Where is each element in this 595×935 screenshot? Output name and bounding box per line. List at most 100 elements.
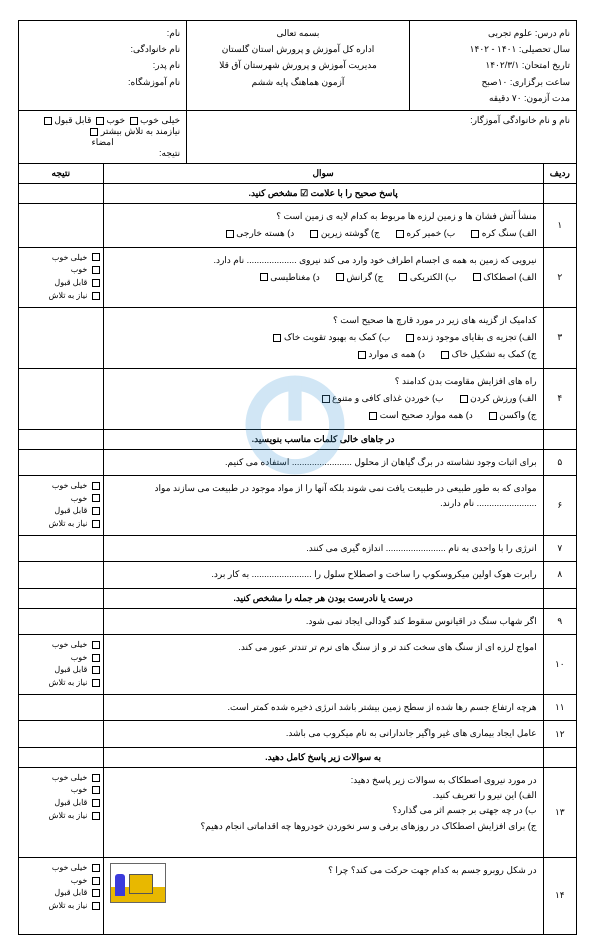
header: نام درس: علوم تجربی سال تحصیلی: ۱۴۰۱ - ۱…	[19, 21, 576, 111]
q-text: نیرویی که زمین به همه ی اجسام اطراف خود …	[110, 253, 537, 268]
checkbox[interactable]	[92, 774, 100, 782]
checkbox[interactable]	[396, 230, 404, 238]
figure-push-box	[110, 863, 166, 903]
q-num: ۵	[543, 450, 576, 475]
checkbox[interactable]	[369, 412, 377, 420]
opt-c: ج) واکسن	[499, 410, 536, 420]
checkbox[interactable]	[489, 412, 497, 420]
checkbox[interactable]	[92, 812, 100, 820]
checkbox[interactable]	[92, 641, 100, 649]
question-row: ۳ کدامیک از گزینه های زیر در مورد قارچ ه…	[19, 308, 576, 369]
opt-b: ب) خمیر کره	[406, 228, 455, 238]
col-num-header: ردیف	[543, 164, 576, 183]
checkbox[interactable]	[273, 334, 281, 342]
g4: نیازمند به تلاش بیشتر	[101, 126, 180, 136]
checkbox[interactable]	[92, 877, 100, 885]
section-4-title: به سوالات زیر پاسخ کامل دهید.	[19, 748, 576, 768]
checkbox[interactable]	[92, 494, 100, 502]
question-row: ۷ انرژی را با واحدی به نام .............…	[19, 536, 576, 562]
opt-d: د) مغناطیسی	[270, 272, 320, 282]
rating-label: قابل قبول	[54, 665, 87, 674]
checkbox[interactable]	[92, 864, 100, 872]
rating-label: قابل قبول	[54, 506, 87, 515]
question-row: ۹ اگر شهاب سنگ در اقیانوس سقوط کند گودال…	[19, 609, 576, 635]
q-text: رابرت هوک اولین میکروسکوپ را ساخت و اصطل…	[103, 562, 543, 587]
checkbox[interactable]	[92, 654, 100, 662]
checkbox[interactable]	[92, 799, 100, 807]
checkbox[interactable]	[336, 273, 344, 281]
question-row: ۶ موادی که به طور طبیعی در طبیعت یافت نم…	[19, 476, 576, 536]
checkbox[interactable]	[92, 889, 100, 897]
rating-label: خوب	[71, 494, 88, 503]
rating-label: قابل قبول	[54, 888, 87, 897]
checkbox[interactable]	[92, 253, 100, 261]
q-num: ۱۱	[543, 695, 576, 720]
checkbox[interactable]	[92, 292, 100, 300]
rating-block: خیلی خوب خوب قابل قبول نیاز به تلاش	[19, 768, 103, 857]
checkbox[interactable]	[92, 279, 100, 287]
checkbox[interactable]	[130, 117, 138, 125]
subheader: نام و نام خانوادگی آموزگار: خیلی خوب خوب…	[19, 111, 576, 164]
checkbox[interactable]	[92, 520, 100, 528]
result-cell: خیلی خوب خوب قابل قبول نیازمند به تلاش ب…	[19, 111, 186, 163]
q-num: ۷	[543, 536, 576, 561]
org-line-2: مدیریت آموزش و پرورش شهرستان آق قلا	[193, 57, 403, 73]
checkbox[interactable]	[44, 117, 52, 125]
checkbox[interactable]	[96, 117, 104, 125]
q-num: ۱	[543, 204, 576, 247]
q-num: ۸	[543, 562, 576, 587]
rating-label: خوب	[71, 265, 88, 274]
school-label: نام آموزشگاه:	[25, 74, 180, 90]
opt-c: ج) کمک به تشکیل خاک	[452, 349, 537, 359]
checkbox[interactable]	[441, 351, 449, 359]
opt-a: الف) ورزش کردن	[470, 393, 536, 403]
checkbox[interactable]	[399, 273, 407, 281]
result-label: نتیجه:	[159, 148, 180, 158]
rating-block: خیلی خوب خوب قابل قبول نیاز به تلاش	[19, 248, 103, 307]
question-row: ۱۲ عامل ایجاد بیماری های غیر واگیر جاندا…	[19, 721, 576, 747]
q-text: انرژی را با واحدی به نام ...............…	[103, 536, 543, 561]
section-1-title: پاسخ صحیح را با علامت ☑ مشخص کنید.	[19, 184, 576, 204]
checkbox[interactable]	[92, 902, 100, 910]
q-text: راه های افزایش مقاومت بدن کدامند ؟	[110, 374, 537, 389]
checkbox[interactable]	[460, 395, 468, 403]
checkbox[interactable]	[92, 266, 100, 274]
checkbox[interactable]	[92, 507, 100, 515]
checkbox[interactable]	[358, 351, 366, 359]
question-row: ۱ منشأ آتش فشان ها و زمین لرزه ها مربوط …	[19, 204, 576, 248]
question-row: ۵ برای اثبات وجود نشاسته در برگ گیاهان ا…	[19, 450, 576, 476]
rating-label: نیاز به تلاش	[49, 678, 88, 687]
checkbox[interactable]	[310, 230, 318, 238]
family-label: نام خانوادگی:	[25, 41, 180, 57]
rating-block: خیلی خوب خوب قابل قبول نیاز به تلاش	[19, 476, 103, 535]
checkbox[interactable]	[471, 230, 479, 238]
checkbox[interactable]	[473, 273, 481, 281]
checkbox[interactable]	[92, 482, 100, 490]
checkbox[interactable]	[90, 128, 98, 136]
rating-label: خیلی خوب	[52, 773, 88, 782]
checkbox[interactable]	[406, 334, 414, 342]
checkbox[interactable]	[322, 395, 330, 403]
checkbox[interactable]	[260, 273, 268, 281]
header-student: نام: نام خانوادگی: نام پدر: نام آموزشگاه…	[19, 21, 186, 110]
question-row: ۱۴ در شکل روبرو جسم به کدام جهت حرکت می …	[19, 858, 576, 934]
section-2-title: در جاهای خالی کلمات مناسب بنویسید.	[19, 430, 576, 450]
rating-label: خوب	[71, 876, 88, 885]
q-text: موادی که به طور طبیعی در طبیعت یافت نمی …	[103, 476, 543, 535]
checkbox[interactable]	[226, 230, 234, 238]
exam-page: نام درس: علوم تجربی سال تحصیلی: ۱۴۰۱ - ۱…	[18, 20, 577, 935]
q-num: ۱۴	[543, 858, 576, 934]
q-sub-b: ب) در چه جهتی بر جسم اثر می گذارد؟	[110, 803, 537, 818]
opt-d: د) همه موارد صحیح است	[380, 410, 473, 420]
rating-label: خیلی خوب	[52, 253, 88, 262]
checkbox[interactable]	[92, 666, 100, 674]
opt-b: ب) خوردن غذای کافی و متنوع	[332, 393, 444, 403]
subject-value: علوم تجربی	[488, 28, 532, 38]
q-num: ۱۰	[543, 635, 576, 694]
opt-b: ب) الکتریکی	[410, 272, 457, 282]
checkbox[interactable]	[92, 786, 100, 794]
checkbox[interactable]	[92, 679, 100, 687]
rating-label: خوب	[71, 653, 88, 662]
q-text: امواج لرزه ای از سنگ های سخت کند تر و از…	[103, 635, 543, 694]
g3: قابل قبول	[54, 115, 91, 125]
